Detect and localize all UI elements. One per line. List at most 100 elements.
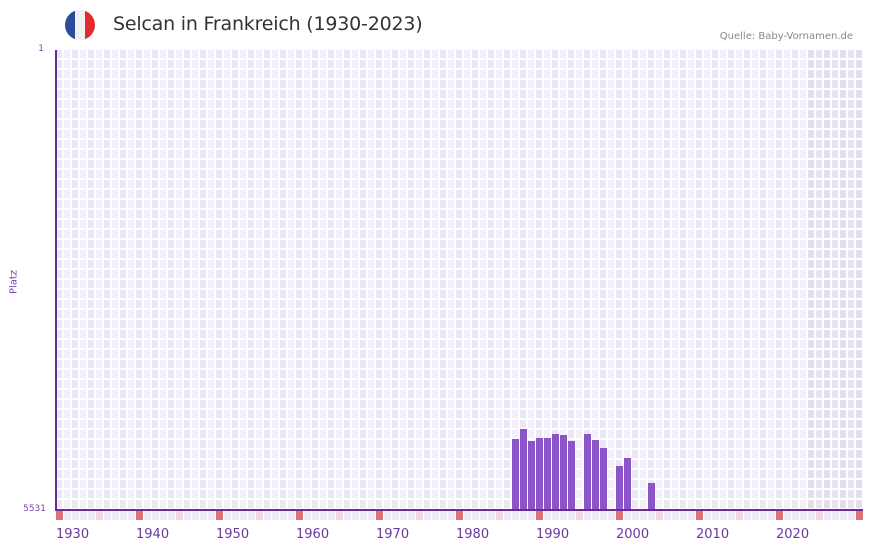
grid-column (296, 50, 304, 510)
year-marker (776, 511, 783, 520)
grid-column (400, 50, 408, 510)
year-marker (144, 511, 151, 520)
grid-column (680, 50, 688, 510)
grid-column (152, 50, 160, 510)
x-tick-label: 2000 (616, 527, 650, 542)
year-marker (296, 511, 303, 520)
grid-column (672, 50, 680, 510)
year-marker (440, 511, 447, 520)
grid-column (360, 50, 368, 510)
year-marker (120, 511, 127, 520)
year-marker (328, 511, 335, 520)
x-tick-label: 1950 (216, 527, 250, 542)
year-marker (400, 511, 407, 520)
grid-column (384, 50, 392, 510)
grid-column (80, 50, 88, 510)
bar-2000[interactable] (616, 465, 623, 510)
bar-1991[interactable] (544, 437, 551, 510)
year-marker (352, 511, 359, 520)
x-tick-label: 1940 (136, 527, 170, 542)
flag-stripe-red (85, 10, 95, 40)
grid-column (736, 50, 744, 510)
year-marker (216, 511, 223, 520)
year-marker (272, 511, 279, 520)
grid-column (328, 50, 336, 510)
year-marker (624, 511, 631, 520)
year-marker (88, 511, 95, 520)
year-marker (544, 511, 551, 520)
grid-column (280, 50, 288, 510)
source-label: Quelle: Baby-Vornamen.de (719, 31, 853, 42)
grid-column (472, 50, 480, 510)
x-tick-label: 1970 (376, 527, 410, 542)
year-marker (744, 511, 751, 520)
grid-column (64, 50, 72, 510)
bar-1987[interactable] (512, 438, 519, 510)
y-axis-label-text: Platz (8, 269, 20, 295)
year-marker (240, 511, 247, 520)
grid-column (496, 50, 504, 510)
year-marker (416, 511, 423, 520)
grid-column (304, 50, 312, 510)
grid-column (728, 50, 736, 510)
bar-1988[interactable] (520, 428, 527, 510)
year-marker (800, 511, 807, 520)
chart-title: Selcan in Frankreich (1930-2023) (113, 13, 423, 35)
year-markers (56, 511, 863, 520)
grid-column (840, 50, 848, 510)
bar-1989[interactable] (528, 440, 535, 510)
grid-column (120, 50, 128, 510)
grid-column (600, 50, 608, 510)
grid-column (184, 50, 192, 510)
year-marker (432, 511, 439, 520)
year-marker (584, 511, 591, 520)
year-marker (264, 511, 271, 520)
bar-1992[interactable] (552, 433, 559, 510)
year-marker (488, 511, 495, 520)
year-marker (752, 511, 759, 520)
grid-column (712, 50, 720, 510)
year-marker (592, 511, 599, 520)
grid-column (248, 50, 256, 510)
grid-column (224, 50, 232, 510)
year-marker (816, 511, 823, 520)
grid-column (104, 50, 112, 510)
year-marker (608, 511, 615, 520)
bar-2001[interactable] (624, 458, 631, 510)
grid-column (200, 50, 208, 510)
grid-column (480, 50, 488, 510)
year-marker (280, 511, 287, 520)
grid-column (368, 50, 376, 510)
bar-1993[interactable] (560, 434, 567, 510)
grid-column (808, 50, 816, 510)
grid-column (392, 50, 400, 510)
year-marker (640, 511, 647, 520)
x-tick-label: 1980 (456, 527, 490, 542)
year-marker (728, 511, 735, 520)
bar-1997[interactable] (592, 439, 599, 510)
grid-column (288, 50, 296, 510)
year-marker (456, 511, 463, 520)
grid-column (784, 50, 792, 510)
grid-column (776, 50, 784, 510)
bar-2004[interactable] (648, 483, 655, 510)
year-marker (840, 511, 847, 520)
grid-column (656, 50, 664, 510)
grid-column (440, 50, 448, 510)
year-marker (360, 511, 367, 520)
grid-column (416, 50, 424, 510)
bar-1998[interactable] (600, 447, 607, 510)
year-marker (736, 511, 743, 520)
bar-1994[interactable] (568, 440, 575, 510)
bar-1996[interactable] (584, 433, 591, 510)
grid-column (56, 50, 64, 510)
grid-column (640, 50, 648, 510)
bar-1990[interactable] (536, 437, 543, 510)
x-tick-label: 2010 (696, 527, 730, 542)
year-marker (448, 511, 455, 520)
year-marker (664, 511, 671, 520)
year-marker (688, 511, 695, 520)
grid-column (488, 50, 496, 510)
year-marker (224, 511, 231, 520)
y-axis-label: Platz (4, 262, 24, 302)
